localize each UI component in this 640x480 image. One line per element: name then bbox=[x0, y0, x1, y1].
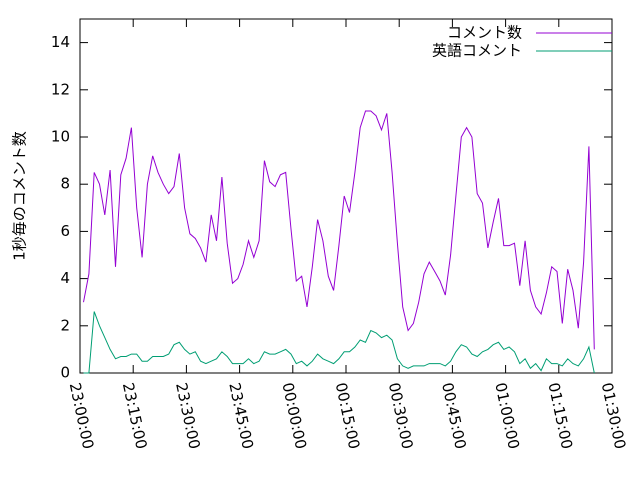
legend-label: 英語コメント bbox=[432, 42, 522, 60]
x-tick-label: 00:15:00 bbox=[332, 381, 364, 451]
y-tick-label: 10 bbox=[51, 128, 70, 146]
line bbox=[83, 110, 595, 350]
line bbox=[83, 311, 595, 374]
x-tick-label: 23:15:00 bbox=[119, 381, 151, 451]
y-tick-label: 2 bbox=[60, 316, 70, 334]
x-tick-label: 01:15:00 bbox=[544, 381, 576, 451]
x-tick-label: 01:30:00 bbox=[598, 381, 630, 451]
legend-label: コメント数 bbox=[447, 24, 522, 42]
x-tick-label: 00:30:00 bbox=[385, 381, 417, 451]
x-tick-label: 00:45:00 bbox=[438, 381, 470, 451]
y-tick-label: 8 bbox=[60, 175, 70, 193]
y-tick-label: 12 bbox=[51, 80, 70, 98]
x-tick-label: 23:00:00 bbox=[66, 381, 98, 451]
x-tick-label: 23:45:00 bbox=[225, 381, 257, 451]
x-tick-label: 23:30:00 bbox=[172, 381, 204, 451]
y-tick-label: 4 bbox=[60, 269, 70, 287]
y-tick-label: 14 bbox=[51, 33, 70, 51]
x-tick-label: 00:00:00 bbox=[278, 381, 310, 451]
y-tick-label: 0 bbox=[60, 364, 70, 382]
y-tick-label: 6 bbox=[60, 222, 70, 240]
plot-frame bbox=[79, 18, 613, 374]
x-tick-label: 01:00:00 bbox=[491, 381, 523, 451]
y-axis-label: 1秒毎のコメント数 bbox=[11, 131, 29, 261]
